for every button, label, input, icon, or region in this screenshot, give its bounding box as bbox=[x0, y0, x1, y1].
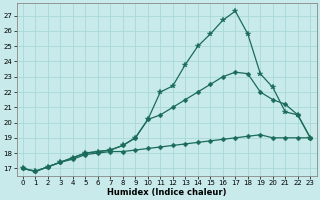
X-axis label: Humidex (Indice chaleur): Humidex (Indice chaleur) bbox=[107, 188, 226, 197]
